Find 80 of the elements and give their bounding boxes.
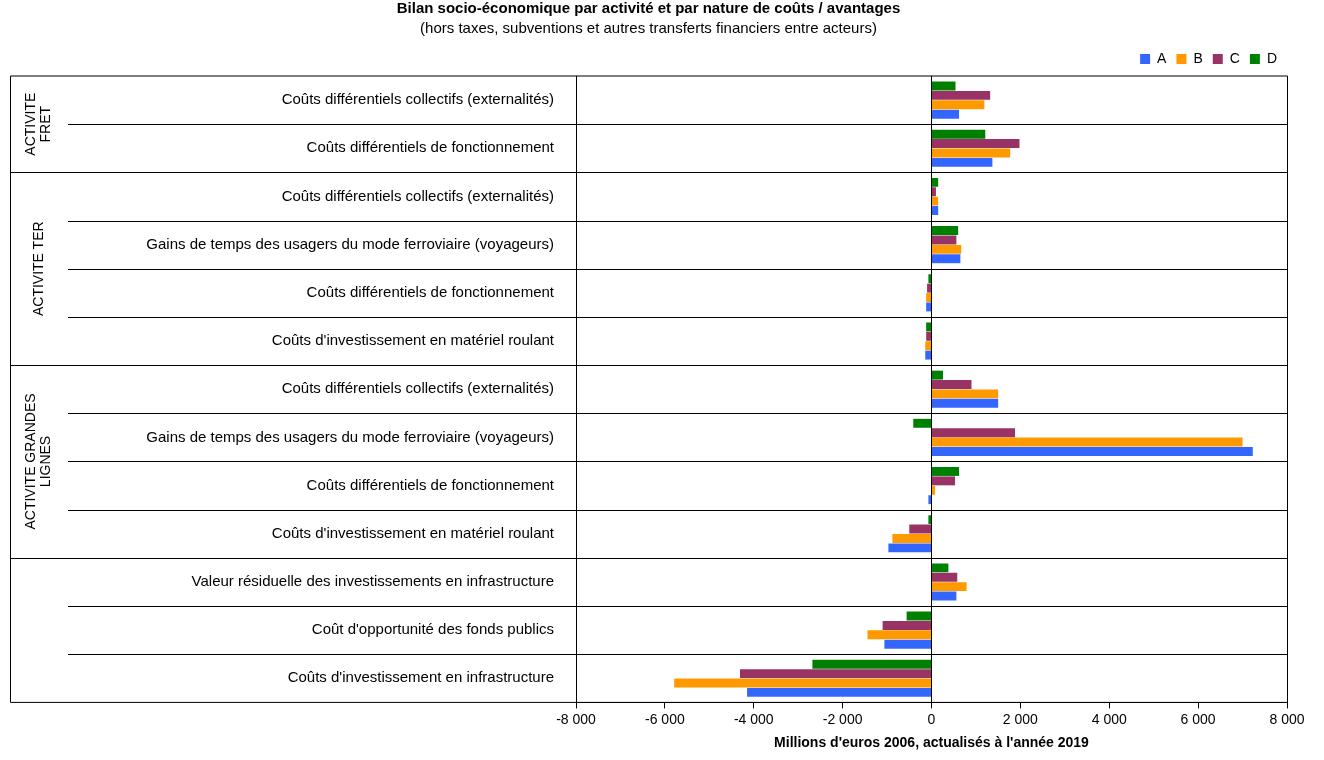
- y-tick-label: Coûts d'investissement en matériel roulant: [271, 331, 555, 349]
- x-tick-label: -8 000: [556, 710, 597, 727]
- bar: [932, 244, 962, 254]
- legend-label: D: [1266, 49, 1278, 66]
- bar: [927, 283, 931, 293]
- bar: [812, 659, 931, 669]
- legend-label: B: [1193, 49, 1203, 66]
- bar: [932, 90, 991, 100]
- bar: [747, 687, 931, 697]
- bar: [932, 428, 1016, 438]
- bar: [932, 177, 939, 187]
- x-tick-label: -4 000: [733, 710, 774, 727]
- y-tick-label: Valeur résiduelle des investissements en infrastructure: [191, 572, 554, 590]
- bar: [932, 437, 1243, 447]
- bar: [888, 543, 931, 553]
- bar: [674, 678, 931, 688]
- bar: [925, 341, 931, 351]
- bar: [932, 467, 960, 476]
- bar: [925, 350, 931, 360]
- y-tick-label: Coûts différentiels de fonctionnement: [306, 475, 555, 493]
- x-tick-label: 2 000: [1002, 710, 1039, 727]
- bar: [932, 157, 993, 167]
- y-tick-label: Coûts différentiels collectifs (externalités): [281, 90, 554, 108]
- legend-label: A: [1157, 49, 1168, 66]
- bar: [928, 495, 931, 505]
- bar: [926, 302, 931, 312]
- bar: [932, 447, 1253, 456]
- bar: [926, 322, 931, 332]
- text: ACTIVITE FRET: [22, 92, 54, 156]
- y-tick-label: Coûts d'investissement en infrastructure: [287, 668, 554, 686]
- chart-subtitle: (hors taxes, subventions et autres transferts financiers entre acteurs): [420, 19, 877, 37]
- bar: [909, 524, 931, 534]
- y-tick-label: Coûts différentiels de fonctionnement: [306, 282, 555, 300]
- y-tick-label: Gains de temps des usagers du mode ferroviaire (voyageurs): [146, 234, 554, 252]
- bar: [932, 398, 999, 408]
- x-tick-label: -2 000: [822, 710, 863, 727]
- bar: [884, 639, 931, 649]
- y-tick-label: Coûts d'investissement en matériel roulant: [271, 523, 555, 541]
- bar: [739, 669, 931, 679]
- bar: [932, 254, 961, 264]
- bar: [932, 476, 956, 486]
- y-tick-label: Gains de temps des usagers du mode ferroviaire (voyageurs): [146, 427, 554, 445]
- bar: [932, 370, 944, 380]
- text: ACTIVITE GRANDES LIGNES: [22, 393, 54, 530]
- x-axis-title: Millions d'euros 2006, actualisés à l'année 2019: [774, 734, 1090, 751]
- bar: [932, 206, 939, 216]
- bar: [932, 563, 949, 573]
- x-tick-label: 8 000: [1269, 710, 1305, 727]
- y-tick-label: Coûts différentiels de fonctionnement: [306, 138, 555, 156]
- bar: [932, 389, 999, 399]
- bar: [932, 129, 986, 139]
- bar: [932, 187, 936, 197]
- legend-label: C: [1229, 49, 1240, 66]
- x-tick-label: 0: [927, 710, 936, 727]
- x-tick-label: 6 000: [1180, 710, 1216, 727]
- y-tick-label: Coûts différentiels collectifs (externalités): [281, 186, 554, 204]
- bar: [932, 196, 939, 206]
- y-tick-label: Coût d'opportunité des fonds publics: [311, 620, 554, 638]
- x-tick-label: 4 000: [1091, 710, 1127, 727]
- bar: [932, 109, 960, 119]
- bar: [932, 380, 972, 389]
- bar: [932, 139, 1020, 149]
- bar: [926, 331, 931, 341]
- bar: [932, 235, 957, 245]
- bar: [926, 293, 931, 302]
- y-tick-label: Coûts différentiels collectifs (externalités): [281, 379, 554, 397]
- bar: [932, 226, 959, 236]
- text: ACTIVITE TER: [29, 221, 46, 317]
- chart-title: Bilan socio-économique par activité et par nature de coûts / avantages: [396, 0, 901, 17]
- bar: [932, 572, 958, 582]
- bar: [928, 515, 931, 525]
- bar: [867, 630, 931, 640]
- bar: [928, 274, 931, 284]
- bar: [882, 620, 931, 630]
- bar: [892, 533, 931, 543]
- bar: [932, 100, 985, 110]
- x-tick-label: -6 000: [645, 710, 685, 727]
- bar: [913, 418, 931, 428]
- bar: [932, 582, 967, 592]
- bar: [932, 485, 936, 495]
